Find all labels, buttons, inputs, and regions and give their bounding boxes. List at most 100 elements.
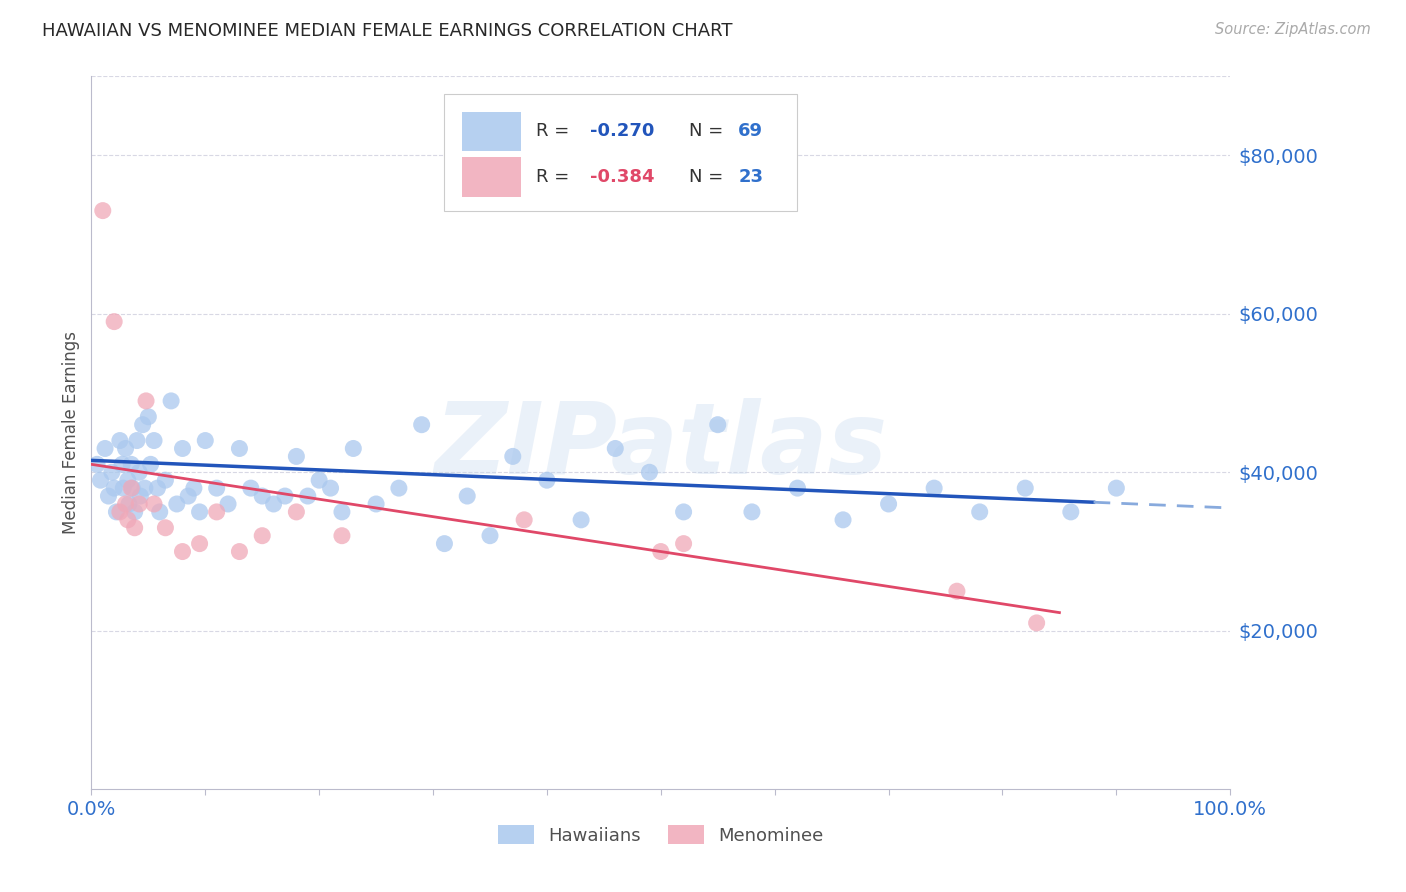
Point <box>97 489 120 503</box>
Point <box>143 434 166 448</box>
Point <box>134 481 156 495</box>
Point <box>188 536 211 550</box>
FancyBboxPatch shape <box>461 112 520 152</box>
Point <box>274 489 297 503</box>
Point <box>364 497 387 511</box>
Point <box>946 584 969 599</box>
Point <box>188 505 211 519</box>
Point <box>131 417 153 432</box>
Point <box>108 505 131 519</box>
Point <box>155 521 177 535</box>
Point <box>146 481 169 495</box>
Point <box>143 497 166 511</box>
Point <box>250 529 273 543</box>
Point <box>285 505 308 519</box>
Point <box>128 465 150 479</box>
Point <box>877 497 900 511</box>
Text: R =: R = <box>536 169 575 186</box>
Point <box>128 497 150 511</box>
Point <box>89 473 111 487</box>
Point <box>411 417 433 432</box>
Point <box>114 442 136 456</box>
Point <box>166 497 188 511</box>
Point <box>285 450 308 464</box>
Point <box>103 315 125 329</box>
Point <box>433 536 456 550</box>
Point <box>707 417 730 432</box>
Point <box>120 458 142 472</box>
Point <box>1025 615 1047 630</box>
Point <box>502 450 524 464</box>
Point <box>117 473 139 487</box>
Point <box>1105 481 1128 495</box>
FancyBboxPatch shape <box>444 94 797 211</box>
Point <box>124 521 146 535</box>
Point <box>177 489 200 503</box>
Point <box>111 458 134 472</box>
Point <box>741 505 763 519</box>
Point <box>536 473 558 487</box>
Point <box>205 505 228 519</box>
Point <box>139 458 162 472</box>
Point <box>250 489 273 503</box>
Point <box>330 505 353 519</box>
Point <box>172 442 194 456</box>
Point <box>319 481 342 495</box>
Point <box>786 481 808 495</box>
Point <box>94 442 117 456</box>
Point <box>922 481 945 495</box>
Text: R =: R = <box>536 122 575 140</box>
Point <box>105 505 128 519</box>
Point <box>135 393 157 408</box>
Text: 23: 23 <box>738 169 763 186</box>
Point <box>125 434 148 448</box>
Point <box>138 409 160 424</box>
Point <box>1060 505 1083 519</box>
Point <box>263 497 285 511</box>
Point <box>149 505 172 519</box>
Point <box>969 505 991 519</box>
Legend: Hawaiians, Menominee: Hawaiians, Menominee <box>491 818 831 852</box>
Point <box>194 434 217 448</box>
Point <box>120 481 142 495</box>
Point <box>155 473 177 487</box>
Point <box>228 442 250 456</box>
Point <box>672 536 695 550</box>
Point <box>388 481 411 495</box>
Point <box>239 481 262 495</box>
Point <box>569 513 592 527</box>
Point <box>205 481 228 495</box>
Y-axis label: Median Female Earnings: Median Female Earnings <box>62 331 80 534</box>
Point <box>103 481 125 495</box>
Text: N =: N = <box>689 122 730 140</box>
Point <box>112 481 135 495</box>
Point <box>672 505 695 519</box>
Point <box>513 513 536 527</box>
Point <box>605 442 627 456</box>
Point <box>217 497 239 511</box>
Point <box>456 489 478 503</box>
Point <box>172 544 194 558</box>
Text: -0.384: -0.384 <box>591 169 655 186</box>
Text: ZIPatlas: ZIPatlas <box>434 399 887 495</box>
Point <box>183 481 205 495</box>
Point <box>832 513 855 527</box>
Point <box>342 442 364 456</box>
Text: HAWAIIAN VS MENOMINEE MEDIAN FEMALE EARNINGS CORRELATION CHART: HAWAIIAN VS MENOMINEE MEDIAN FEMALE EARN… <box>42 22 733 40</box>
Point <box>129 489 152 503</box>
Text: -0.270: -0.270 <box>591 122 655 140</box>
Point <box>638 465 661 479</box>
Point <box>478 529 501 543</box>
Point <box>117 513 139 527</box>
Text: 69: 69 <box>738 122 763 140</box>
Point <box>1014 481 1036 495</box>
Point <box>650 544 672 558</box>
Point <box>114 497 136 511</box>
Text: Source: ZipAtlas.com: Source: ZipAtlas.com <box>1215 22 1371 37</box>
Point <box>108 434 131 448</box>
Point <box>297 489 319 503</box>
Text: N =: N = <box>689 169 730 186</box>
Point <box>86 458 108 472</box>
Point <box>160 393 183 408</box>
Point <box>228 544 250 558</box>
